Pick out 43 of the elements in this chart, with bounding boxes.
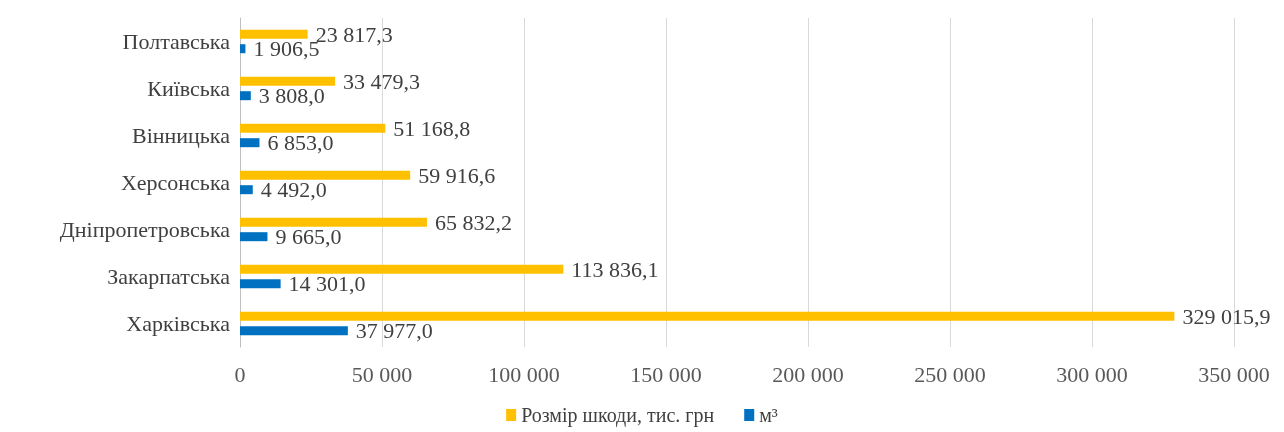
y-tick-label: Харківська — [126, 311, 231, 336]
y-tick-label: Закарпатська — [107, 264, 231, 289]
data-label: 51 168,8 — [393, 115, 471, 141]
x-tick-label: 250 000 — [914, 361, 986, 387]
data-label: 4 492,0 — [260, 177, 327, 203]
data-label: 37 977,0 — [355, 318, 433, 344]
y-tick-label: Вінницька — [131, 123, 231, 148]
data-label: 3 808,0 — [258, 83, 325, 109]
bar — [240, 279, 281, 289]
data-label: 14 301,0 — [288, 271, 366, 297]
bar — [240, 326, 348, 336]
y-tick-label: Київська — [147, 76, 231, 101]
data-label: 113 836,1 — [571, 256, 659, 282]
data-label: 59 916,6 — [418, 162, 496, 188]
legend-label: м³ — [759, 404, 778, 426]
data-label: 6 853,0 — [267, 130, 334, 156]
bar — [240, 217, 427, 227]
bar — [240, 123, 386, 133]
bar — [240, 185, 253, 195]
bar — [240, 264, 564, 274]
data-label: 33 479,3 — [343, 68, 421, 94]
bar — [240, 232, 268, 242]
y-tick-label: Херсонська — [120, 170, 231, 195]
x-tick-label: 50 000 — [351, 361, 413, 387]
bar — [240, 76, 336, 86]
x-tick-label: 150 000 — [630, 361, 702, 387]
y-tick-label: Дніпропетровська — [59, 217, 231, 242]
x-tick-label: 0 — [234, 361, 246, 387]
data-label: 329 015,9 — [1182, 303, 1271, 329]
data-label: 9 665,0 — [275, 224, 342, 250]
data-label: 65 832,2 — [434, 209, 512, 235]
x-tick-label: 350 000 — [1198, 361, 1270, 387]
x-tick-label: 300 000 — [1056, 361, 1128, 387]
bar — [240, 138, 260, 148]
x-tick-label: 100 000 — [488, 361, 560, 387]
bar — [240, 311, 1175, 321]
bar — [240, 44, 246, 54]
bar — [240, 170, 411, 180]
legend-label: Розмір шкоди, тис. грн — [521, 404, 715, 427]
y-tick-label: Полтавська — [122, 29, 231, 54]
bar — [240, 91, 251, 101]
bar — [240, 29, 308, 39]
x-tick-label: 200 000 — [772, 361, 844, 387]
